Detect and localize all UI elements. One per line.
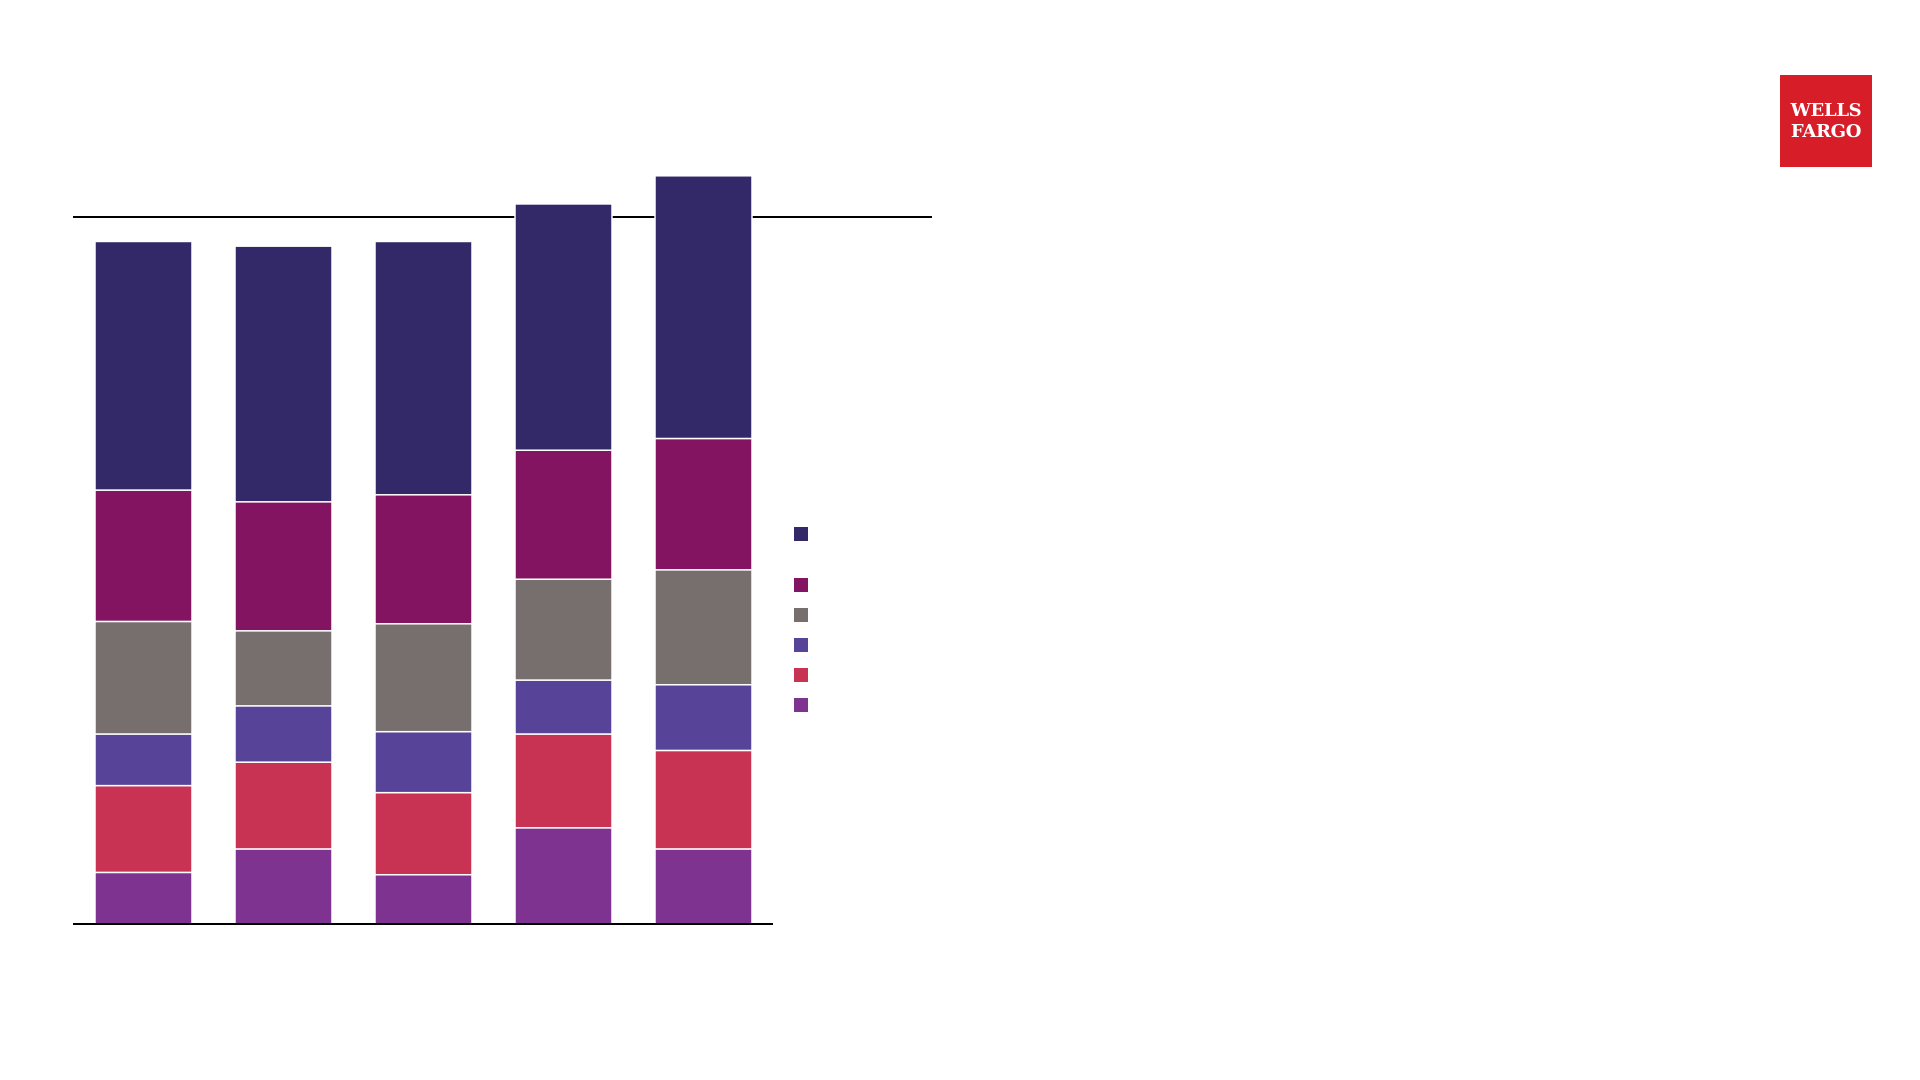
bar-segment-3-4	[514, 449, 613, 580]
legend-swatch-1	[794, 578, 808, 592]
bar-segment-3-2	[514, 679, 613, 735]
bar-segment-2-5	[374, 240, 473, 496]
bar-segment-1-0	[234, 848, 333, 925]
bar-segment-2-0	[374, 873, 473, 925]
bar-segment-3-1	[514, 733, 613, 829]
bar-segment-1-3	[234, 630, 333, 707]
legend-swatch-5	[794, 698, 808, 712]
legend-swatch-2	[794, 608, 808, 622]
legend	[794, 527, 808, 712]
bar-segment-2-2	[374, 730, 473, 794]
bars-group	[94, 175, 753, 925]
bar-segment-0-0	[94, 871, 193, 925]
bar-segment-0-3	[94, 620, 193, 735]
bar-segment-1-2	[234, 705, 333, 763]
legend-swatch-4	[794, 668, 808, 682]
bar-segment-0-1	[94, 784, 193, 874]
logo-line-2: FARGO	[1790, 121, 1862, 142]
logo-line-1: WELLS	[1790, 100, 1862, 121]
wells-fargo-logo: WELLS FARGO	[1780, 75, 1872, 167]
bar-segment-0-2	[94, 733, 193, 787]
bar-segment-3-0	[514, 827, 613, 925]
bar-segment-4-1	[654, 749, 753, 850]
bar-segment-1-5	[234, 245, 333, 503]
bar-segment-3-3	[514, 578, 613, 681]
bar-segment-2-3	[374, 623, 473, 733]
bar-segment-0-5	[94, 240, 193, 491]
bar-segment-1-1	[234, 761, 333, 850]
bar-segment-4-3	[654, 569, 753, 686]
bar-segment-4-4	[654, 437, 753, 571]
bar-segment-3-5	[514, 203, 613, 451]
bar-segment-0-4	[94, 489, 193, 623]
bar-segment-4-5	[654, 175, 753, 440]
bar-segment-1-4	[234, 501, 333, 632]
bar-segment-4-0	[654, 848, 753, 925]
legend-swatch-0	[794, 527, 808, 541]
bar-segment-4-2	[654, 684, 753, 752]
legend-swatch-3	[794, 638, 808, 652]
bar-segment-2-1	[374, 791, 473, 876]
bar-segment-2-4	[374, 494, 473, 625]
